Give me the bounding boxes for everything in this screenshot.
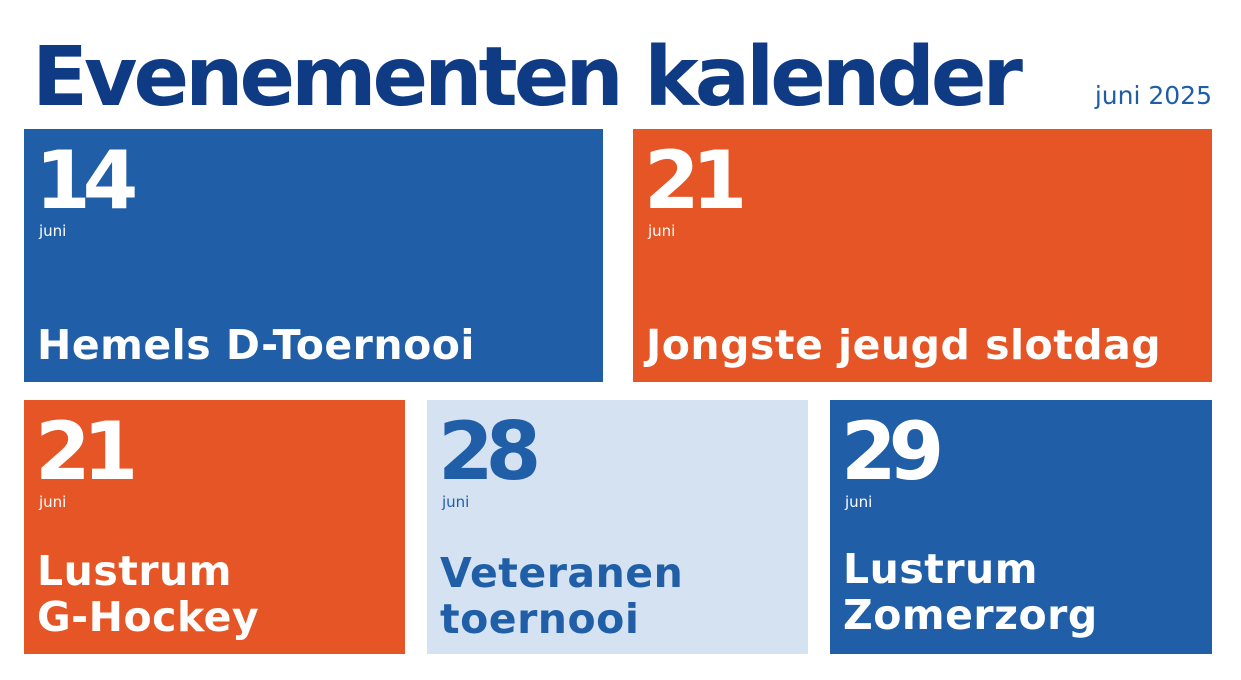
- event-name: Jongste jeugd slotdag: [646, 321, 1162, 369]
- event-day: 21: [644, 134, 747, 227]
- event-name: Lustrum G-Hockey: [37, 547, 260, 641]
- page-title: Evenementen kalender: [32, 30, 1023, 125]
- event-day: 28: [438, 405, 541, 498]
- event-day: 29: [841, 405, 944, 498]
- event-month: juni: [648, 222, 676, 240]
- month-label: juni 2025: [1094, 81, 1212, 110]
- event-day: 21: [35, 405, 138, 498]
- event-card: 28 juni Veteranen toernooi: [427, 400, 808, 654]
- event-month: juni: [39, 493, 67, 511]
- event-card: 14 juni Hemels D-Toernooi: [24, 129, 603, 382]
- event-name: Veteranen toernooi: [440, 549, 684, 643]
- event-card: 21 juni Jongste jeugd slotdag: [633, 129, 1212, 382]
- event-day: 14: [35, 134, 138, 227]
- event-month: juni: [845, 493, 873, 511]
- event-month: juni: [39, 222, 67, 240]
- event-name: Hemels D-Toernooi: [37, 321, 475, 369]
- event-card: 29 juni Lustrum Zomerzorg: [830, 400, 1212, 654]
- event-name: Lustrum Zomerzorg: [843, 545, 1098, 639]
- event-month: juni: [442, 493, 470, 511]
- event-card: 21 juni Lustrum G-Hockey: [24, 400, 405, 654]
